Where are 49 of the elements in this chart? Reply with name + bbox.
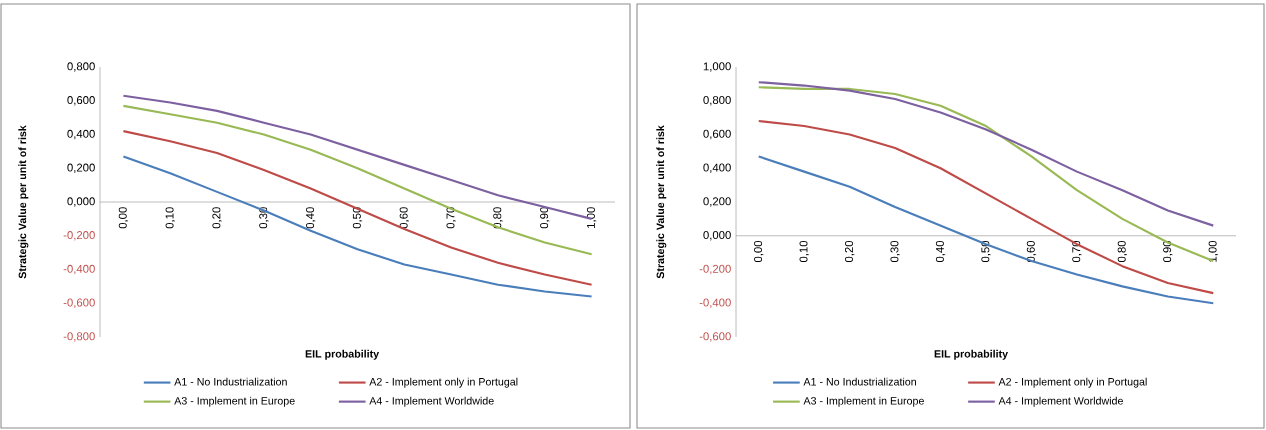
y-axis-title: Strategic Value per unit of risk — [656, 125, 667, 279]
x-tick-label: 0,70 — [446, 207, 456, 229]
legend-label: A1 - No Industrialization — [803, 377, 916, 386]
y-tick-label: -0,200 — [63, 231, 95, 241]
y-tick-label: -0,400 — [63, 264, 95, 275]
y-tick-label: 0,600 — [703, 129, 731, 140]
x-tick-label: 0,40 — [306, 207, 316, 229]
line-series — [757, 81, 1215, 227]
x-axis-title: EIL probability — [305, 349, 380, 360]
x-tick-label: 0,60 — [399, 207, 409, 229]
x-tick-label: 1,00 — [1208, 240, 1218, 262]
y-tick-label: -0,600 — [699, 332, 731, 342]
x-tick-label: 0,80 — [1117, 240, 1128, 263]
legend-label: A4 - Implement Worldwide — [998, 396, 1123, 407]
y-tick-label: 0,600 — [67, 96, 95, 106]
x-tick-label: 0,30 — [890, 240, 900, 263]
legend-label: A2 - Implement only in Portugal — [369, 377, 518, 388]
y-tick-label: -0,200 — [699, 264, 731, 275]
legend-label: A3 - Implement in Europe — [803, 396, 924, 407]
x-axis-title: EIL probability — [934, 349, 1008, 360]
x-tick-label: 0,40 — [935, 240, 946, 263]
y-tick-label: 1,000 — [703, 62, 731, 72]
y-tick-label: 0,400 — [67, 129, 95, 140]
y-tick-label: 0,200 — [67, 163, 95, 173]
x-tick-label: 0,50 — [981, 240, 991, 263]
x-tick-label: 0,90 — [540, 207, 550, 229]
y-tick-label: -0,400 — [699, 298, 731, 308]
y-tick-label: 0,000 — [67, 197, 95, 207]
x-tick-label: 0,20 — [844, 240, 855, 263]
y-tick-label: 0,200 — [703, 197, 731, 207]
legend-label: A1 - No Industrialization — [174, 377, 287, 386]
y-axis-title: Strategic Value per unit of risk — [18, 125, 29, 279]
legend-label: A3 - Implement in Europe — [174, 396, 295, 407]
legend-label: A4 - Implement Worldwide — [369, 396, 494, 407]
x-tick-label: 0,10 — [165, 207, 175, 229]
x-tick-label: 0,50 — [352, 207, 363, 229]
y-tick-label: 0,800 — [703, 96, 731, 106]
legend-label: A2 - Implement only in Portugal — [998, 377, 1147, 388]
x-tick-label: 0,00 — [118, 207, 129, 229]
y-tick-label: -0,800 — [63, 332, 95, 342]
y-tick-label: 0,000 — [703, 231, 731, 241]
y-tick-label: 0,800 — [67, 62, 95, 72]
x-tick-label: 0,10 — [799, 240, 809, 263]
y-tick-label: 0,400 — [703, 163, 731, 173]
x-tick-label: 0,20 — [212, 207, 222, 229]
x-tick-label: 0,00 — [754, 240, 764, 263]
x-tick-label: 0,30 — [259, 207, 269, 229]
x-tick-label: 0,70 — [1072, 240, 1082, 263]
y-tick-label: -0,600 — [63, 298, 95, 308]
